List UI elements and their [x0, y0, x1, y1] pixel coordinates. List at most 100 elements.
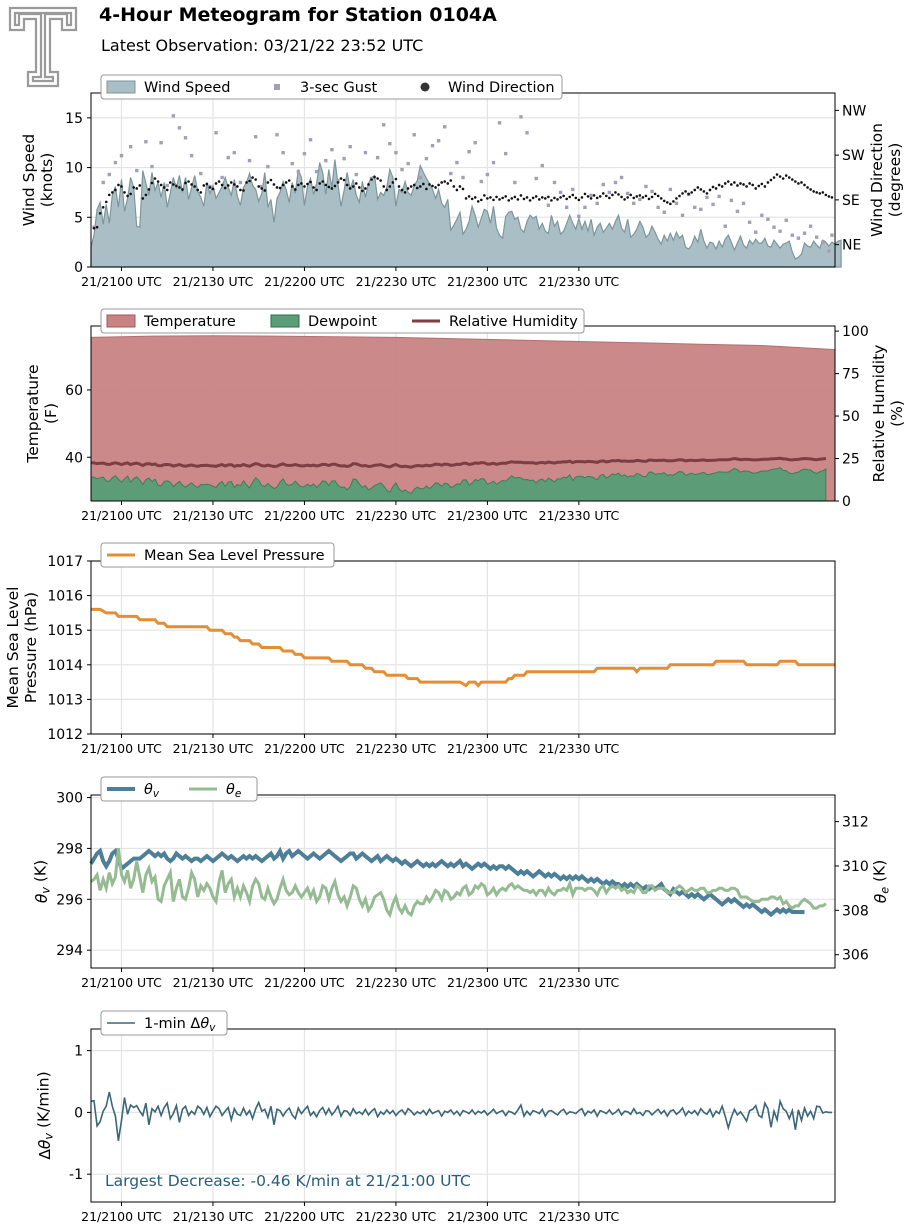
- wind-direction-point: [452, 185, 456, 188]
- gust-marker: [336, 178, 340, 183]
- gust-marker: [625, 191, 630, 196]
- x-tick-label: 21/2330 UTC: [539, 274, 620, 289]
- x-tick-label: 21/2100 UTC: [81, 508, 162, 523]
- svg-text:(knots): (knots): [38, 153, 56, 208]
- gust-marker: [165, 183, 169, 188]
- wind-direction-point: [583, 192, 587, 196]
- x-tick-label: 21/2200 UTC: [264, 975, 345, 990]
- gust-marker: [778, 229, 782, 233]
- svg-text:Wind Speed: Wind Speed: [20, 134, 38, 226]
- x-tick-label: 21/2200 UTC: [264, 1209, 345, 1224]
- wind-direction-point: [248, 179, 251, 183]
- wind-direction-point: [684, 190, 687, 193]
- gust-marker: [238, 180, 243, 185]
- wind-direction-point: [175, 184, 178, 188]
- wind-direction-point: [787, 176, 791, 179]
- gust-marker: [348, 144, 352, 149]
- wind-direction-point: [742, 183, 745, 186]
- wind-direction-point: [162, 186, 166, 189]
- wind-direction-point: [205, 182, 209, 186]
- y-tick-label: 296: [56, 892, 83, 908]
- right-axis-label: Wind Direction (degrees): [868, 123, 904, 237]
- wind-direction-point: [531, 196, 535, 200]
- wind-direction-point: [293, 188, 297, 191]
- wind-direction-point: [394, 177, 398, 181]
- wind-direction-point: [269, 178, 273, 182]
- wind-direction-point: [364, 187, 367, 190]
- svg-text:θe (K): θe (K): [871, 860, 891, 904]
- wind-direction-point: [662, 199, 666, 203]
- right-axis-label: Relative Humidity (%): [870, 345, 906, 483]
- y-tick-label: 15: [65, 111, 83, 127]
- gust-marker: [741, 201, 746, 206]
- wind-direction-point: [98, 212, 102, 215]
- wind-direction-point: [358, 186, 361, 189]
- gust-marker: [513, 180, 517, 185]
- wind-direction-point: [336, 181, 340, 184]
- wind-direction-point: [281, 183, 285, 187]
- legend-label: 3-sec Gust: [300, 80, 377, 96]
- right-tick-label: 308: [842, 903, 869, 919]
- gust-marker: [400, 167, 404, 172]
- gust-marker: [354, 172, 358, 177]
- wind-direction-point: [330, 187, 334, 190]
- page-title: 4-Hour Meteogram for Station 0104A: [99, 4, 497, 26]
- wind-direction-point: [428, 183, 431, 186]
- gust-marker: [467, 149, 471, 154]
- gust-marker: [189, 153, 194, 158]
- wind-direction-point: [556, 198, 559, 201]
- x-tick-label: 21/2100 UTC: [81, 741, 162, 756]
- x-tick-label: 21/2230 UTC: [356, 274, 437, 289]
- y-tick-label: 298: [56, 841, 83, 857]
- wind-direction-point: [266, 181, 270, 184]
- wind-direction-point: [571, 193, 575, 197]
- gust-marker: [525, 131, 529, 135]
- wind-direction-point: [138, 184, 142, 187]
- wind-direction-point: [525, 196, 529, 199]
- wind-direction-point: [486, 197, 489, 200]
- theta-grid: [91, 795, 835, 968]
- legend-label: Relative Humidity: [449, 314, 578, 330]
- gust-marker: [601, 182, 605, 187]
- wind-direction-point: [382, 185, 386, 188]
- x-tick-label: 21/2130 UTC: [173, 975, 254, 990]
- x-tick-label: 21/2230 UTC: [356, 975, 437, 990]
- y-tick-label: 1013: [47, 692, 83, 708]
- theta-v-line: [89, 846, 805, 918]
- wind-direction-point: [702, 190, 706, 193]
- wind-direction-point: [287, 179, 291, 182]
- wind-direction-point: [754, 187, 758, 190]
- gust-marker: [577, 214, 581, 218]
- gust-marker: [449, 171, 453, 176]
- wind-direction-point: [333, 184, 337, 188]
- wind-direction-point: [312, 186, 315, 189]
- gust-marker: [607, 190, 612, 195]
- gust-marker: [275, 133, 279, 137]
- wind-direction-point: [172, 183, 175, 186]
- gust-marker: [717, 194, 721, 199]
- gust-marker: [644, 184, 648, 189]
- wind-direction-point: [275, 186, 279, 189]
- y-tick-label: 1017: [47, 554, 83, 570]
- y-tick-label: 300: [56, 791, 83, 807]
- wind-direction-point: [199, 191, 203, 194]
- wind-direction-point: [650, 195, 654, 199]
- right-tick-label: NE: [842, 238, 861, 254]
- wind-direction-point: [303, 185, 306, 188]
- wind-direction-point: [534, 195, 538, 198]
- wind-direction-point: [586, 195, 590, 198]
- wind-direction-point: [431, 184, 434, 188]
- wind-direction-point: [406, 187, 410, 190]
- wind-direction-point: [568, 195, 572, 199]
- legend-swatch: [274, 84, 280, 90]
- legend-label: 1-min Δθv: [144, 1016, 216, 1034]
- gust-marker: [260, 184, 264, 189]
- gust-marker: [479, 179, 483, 184]
- x-tick-label: 21/2130 UTC: [173, 741, 254, 756]
- wind-direction-point: [623, 198, 626, 201]
- wind-direction-point: [300, 182, 303, 185]
- wind-direction-point: [388, 185, 392, 188]
- gust-marker: [735, 209, 740, 214]
- relative-humidity-line: [90, 456, 827, 469]
- wind-direction-point: [519, 194, 523, 197]
